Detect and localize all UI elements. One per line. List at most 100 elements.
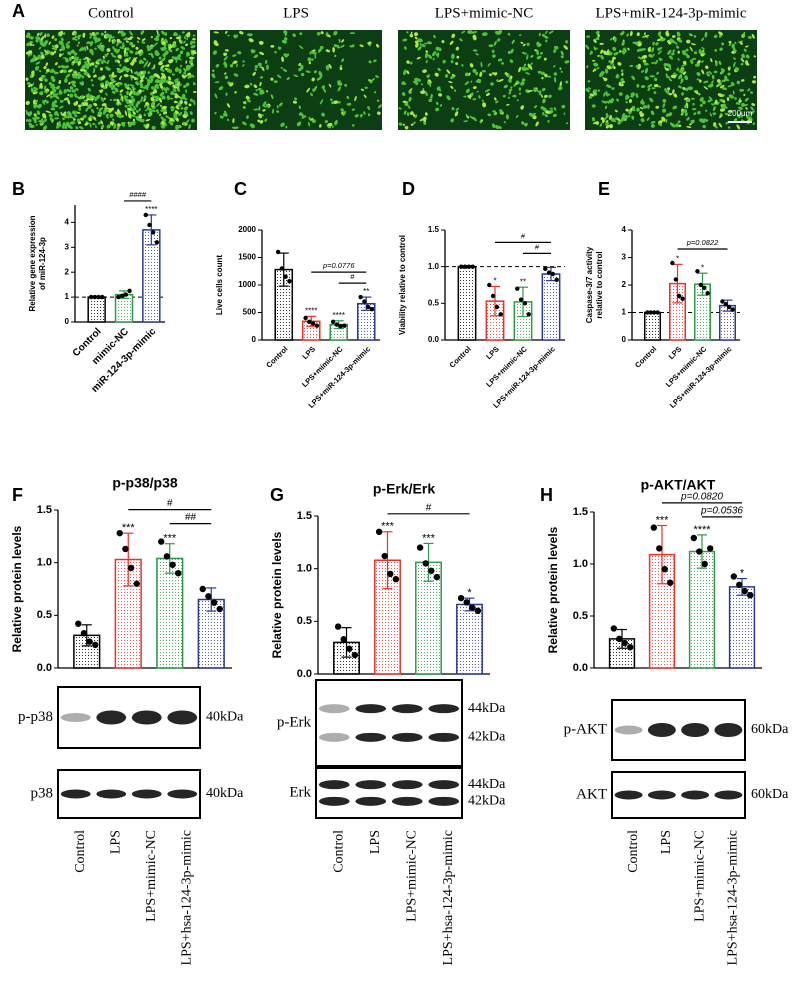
cell — [54, 95, 60, 100]
cell — [85, 107, 89, 112]
cell — [328, 64, 332, 69]
cell — [373, 59, 377, 63]
cell — [162, 46, 166, 51]
cell — [191, 64, 194, 68]
cell — [647, 46, 652, 50]
cell — [270, 77, 274, 81]
cell — [624, 95, 630, 100]
cell — [192, 38, 196, 41]
cell — [192, 40, 196, 44]
cell — [214, 111, 217, 115]
cell — [65, 44, 70, 49]
cell — [117, 30, 121, 34]
cell — [129, 50, 134, 54]
cell — [724, 112, 729, 116]
cell — [520, 41, 524, 44]
cell — [526, 42, 530, 46]
data-point — [307, 319, 312, 325]
cell — [150, 87, 153, 89]
cell — [134, 92, 140, 96]
cell — [76, 72, 81, 75]
cell — [214, 93, 218, 99]
cell — [459, 38, 463, 42]
cell — [121, 121, 126, 127]
cell — [113, 39, 117, 44]
cell — [368, 60, 372, 64]
cell — [184, 100, 188, 105]
cell — [252, 71, 256, 76]
cell — [111, 54, 117, 58]
cell — [130, 68, 133, 74]
cells — [25, 29, 197, 131]
lane-label: Control — [73, 830, 88, 873]
cell — [751, 33, 755, 39]
cell — [77, 34, 81, 40]
cell — [331, 125, 334, 128]
cell — [564, 60, 570, 64]
cell — [342, 110, 346, 117]
cell — [414, 32, 419, 37]
data-point — [702, 285, 707, 290]
cell — [175, 117, 179, 122]
cell — [165, 115, 169, 119]
cell — [644, 67, 649, 74]
cell — [651, 62, 654, 65]
y-axis-label: Viability relative to control — [398, 235, 407, 335]
cell — [636, 32, 640, 37]
cell — [690, 43, 696, 46]
cell — [628, 99, 632, 103]
cell — [472, 86, 477, 90]
cell — [424, 52, 429, 59]
data-point — [387, 570, 394, 578]
cell — [111, 71, 115, 78]
error-bar — [341, 627, 352, 658]
cell — [629, 107, 633, 112]
data-point — [175, 570, 182, 577]
cell — [642, 59, 647, 63]
cell — [131, 84, 134, 89]
cell — [716, 79, 721, 83]
cell — [148, 107, 154, 112]
cell — [401, 92, 406, 97]
cell — [465, 88, 470, 94]
lane-label: LPS+hsa-124-3p-mimic — [441, 830, 456, 965]
cell — [258, 51, 265, 56]
cell — [155, 95, 160, 102]
cell — [253, 54, 259, 59]
cell — [611, 87, 615, 90]
cell — [52, 88, 57, 93]
cell — [614, 36, 617, 43]
panel-letter: G — [270, 485, 284, 505]
cell — [78, 41, 80, 44]
cell — [423, 122, 427, 125]
cell — [623, 115, 625, 120]
cell — [82, 32, 86, 38]
kda-label: 44kDa — [468, 701, 506, 716]
cell — [33, 118, 37, 124]
cell — [734, 41, 737, 45]
cell — [745, 45, 749, 48]
cell — [293, 74, 299, 77]
cell — [136, 72, 141, 77]
cell — [147, 47, 151, 52]
cell — [54, 99, 58, 104]
cell — [604, 68, 609, 74]
cell — [292, 100, 298, 104]
cell — [136, 40, 140, 44]
cell — [39, 82, 43, 89]
cell — [751, 103, 756, 107]
cell — [465, 113, 468, 117]
cell — [257, 113, 262, 119]
cell — [212, 50, 218, 55]
cell — [693, 35, 697, 38]
blot-label: p38 — [31, 785, 54, 801]
cell — [693, 112, 697, 116]
cell — [191, 50, 197, 55]
cell — [728, 43, 732, 46]
cell — [424, 112, 428, 116]
cell — [61, 44, 66, 51]
cell — [175, 124, 179, 131]
cell — [285, 125, 288, 129]
data-point — [494, 304, 500, 310]
cell — [425, 59, 428, 64]
